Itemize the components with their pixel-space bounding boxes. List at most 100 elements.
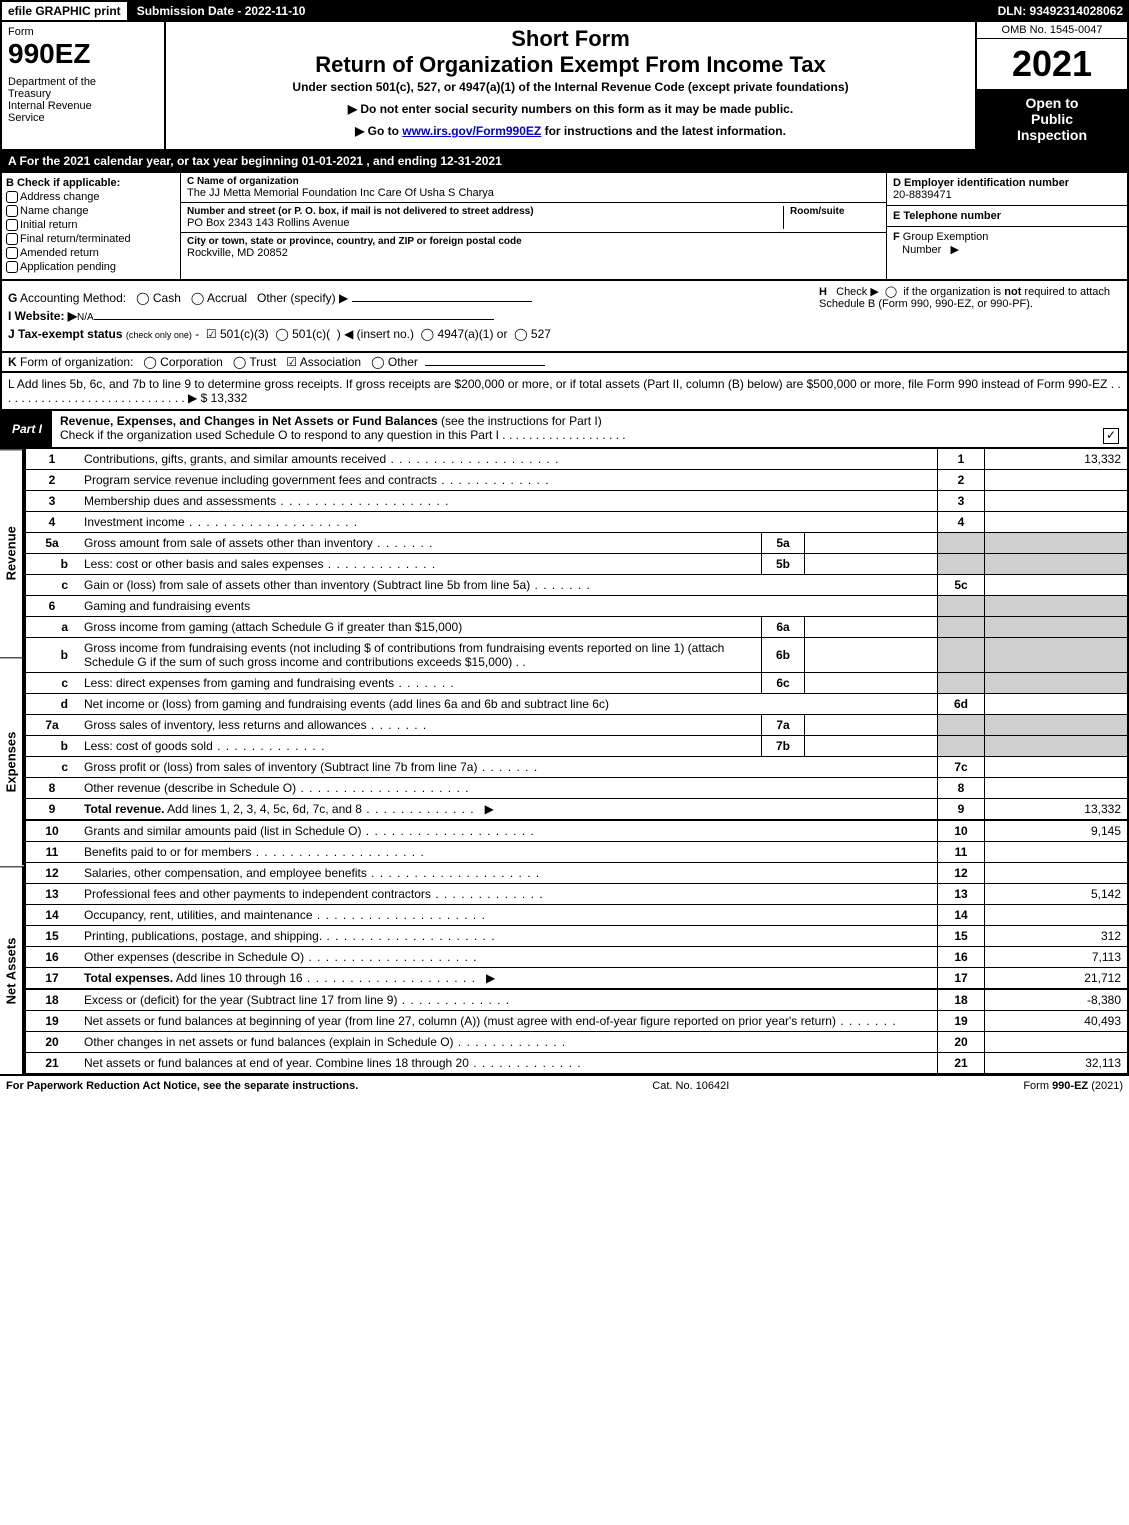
shade bbox=[938, 617, 985, 638]
shade bbox=[985, 596, 1129, 617]
checkbox-name-change[interactable] bbox=[6, 205, 18, 217]
checkbox-address-change[interactable] bbox=[6, 191, 18, 203]
section-i: I Website: ▶N/A bbox=[8, 309, 1121, 323]
section-def: D Employer identification number 20-8839… bbox=[887, 173, 1127, 279]
sub-val bbox=[805, 638, 938, 673]
line-no: 11 bbox=[25, 842, 78, 863]
sub-no: 7a bbox=[762, 715, 805, 736]
line-value bbox=[985, 1032, 1129, 1053]
open-to-public: Open toPublicInspection bbox=[977, 89, 1127, 149]
line-rt-no: 8 bbox=[938, 778, 985, 799]
dln: DLN: 93492314028062 bbox=[992, 0, 1129, 22]
line-desc: Program service revenue including govern… bbox=[84, 473, 437, 487]
line-desc: Gaming and fundraising events bbox=[78, 596, 938, 617]
sub-val bbox=[805, 533, 938, 554]
line-rt-no: 11 bbox=[938, 842, 985, 863]
part1-title-rest: (see the instructions for Part I) bbox=[438, 414, 602, 428]
footer-left: For Paperwork Reduction Act Notice, see … bbox=[6, 1080, 358, 1092]
section-k: K Form of organization: ◯ Corporation ◯ … bbox=[0, 353, 1129, 373]
line-value: 312 bbox=[985, 926, 1129, 947]
line-no: 14 bbox=[25, 905, 78, 926]
line-value: -8,380 bbox=[985, 989, 1129, 1011]
info-grid: B Check if applicable: Address change Na… bbox=[0, 173, 1129, 281]
city-label: City or town, state or province, country… bbox=[187, 236, 880, 247]
line-no: b bbox=[25, 736, 78, 757]
line-8: 8 Other revenue (describe in Schedule O)… bbox=[25, 778, 1128, 799]
line-no: 20 bbox=[25, 1032, 78, 1053]
room-label: Room/suite bbox=[790, 206, 880, 217]
group-exemption-label: F Group Exemption Number ▶ bbox=[893, 231, 1121, 256]
checkbox-amended-return[interactable] bbox=[6, 247, 18, 259]
line-no: 16 bbox=[25, 947, 78, 968]
shade bbox=[938, 715, 985, 736]
line-no: 8 bbox=[25, 778, 78, 799]
line-desc: Less: cost or other basis and sales expe… bbox=[84, 557, 323, 571]
line-desc: Other expenses (describe in Schedule O) bbox=[84, 950, 304, 964]
netassets-label: Net Assets bbox=[0, 866, 24, 1074]
line-desc: Gain or (loss) from sale of assets other… bbox=[84, 578, 530, 592]
line-desc: Printing, publications, postage, and shi… bbox=[84, 929, 322, 943]
line-21: 21 Net assets or fund balances at end of… bbox=[25, 1053, 1128, 1074]
line-rt-no: 2 bbox=[938, 470, 985, 491]
line-desc: Gross sales of inventory, less returns a… bbox=[84, 718, 367, 732]
goto-instructions: ▶ Go to www.irs.gov/Form990EZ for instru… bbox=[174, 124, 967, 138]
line-no: 1 bbox=[25, 449, 78, 470]
shade bbox=[985, 673, 1129, 694]
line-no: 19 bbox=[25, 1011, 78, 1032]
form-id-box: Form 990EZ Department of theTreasuryInte… bbox=[2, 22, 166, 149]
section-b-label: B Check if applicable: bbox=[6, 177, 176, 189]
checkbox-final-return[interactable] bbox=[6, 233, 18, 245]
omb-number: OMB No. 1545-0047 bbox=[977, 22, 1127, 39]
shade bbox=[985, 533, 1129, 554]
line-rt-no: 18 bbox=[938, 989, 985, 1011]
line-7b: b Less: cost of goods sold 7b bbox=[25, 736, 1128, 757]
line-value: 5,142 bbox=[985, 884, 1129, 905]
line-11: 11 Benefits paid to or for members 11 bbox=[25, 842, 1128, 863]
line-6c: c Less: direct expenses from gaming and … bbox=[25, 673, 1128, 694]
checkbox-application-pending[interactable] bbox=[6, 261, 18, 273]
section-b: B Check if applicable: Address change Na… bbox=[2, 173, 181, 279]
sub-no: 6b bbox=[762, 638, 805, 673]
check-initial-return: Initial return bbox=[20, 219, 77, 231]
line-5b: b Less: cost or other basis and sales ex… bbox=[25, 554, 1128, 575]
line-no: 2 bbox=[25, 470, 78, 491]
line-rt-no: 20 bbox=[938, 1032, 985, 1053]
irs-link[interactable]: www.irs.gov/Form990EZ bbox=[402, 124, 541, 138]
checkbox-initial-return[interactable] bbox=[6, 219, 18, 231]
line-value bbox=[985, 778, 1129, 799]
check-application-pending: Application pending bbox=[20, 261, 116, 273]
year-box: OMB No. 1545-0047 2021 Open toPublicInsp… bbox=[977, 22, 1127, 149]
line-rt-no: 9 bbox=[938, 799, 985, 821]
line-no: 6 bbox=[25, 596, 78, 617]
line-16: 16 Other expenses (describe in Schedule … bbox=[25, 947, 1128, 968]
line-no: a bbox=[25, 617, 78, 638]
shade bbox=[938, 736, 985, 757]
line-desc: Gross income from gaming (attach Schedul… bbox=[78, 617, 762, 638]
line-9: 9 Total revenue. Add lines 1, 2, 3, 4, 5… bbox=[25, 799, 1128, 821]
schedule-o-checkbox[interactable] bbox=[1103, 428, 1119, 444]
line-value bbox=[985, 905, 1129, 926]
section-a-tax-year: A For the 2021 calendar year, or tax yea… bbox=[0, 151, 1129, 173]
line-7c: c Gross profit or (loss) from sales of i… bbox=[25, 757, 1128, 778]
part1-header: Part I Revenue, Expenses, and Changes in… bbox=[0, 411, 1129, 449]
efile-print[interactable]: efile GRAPHIC print bbox=[0, 0, 129, 22]
line-19: 19 Net assets or fund balances at beginn… bbox=[25, 1011, 1128, 1032]
line-rt-no: 7c bbox=[938, 757, 985, 778]
line-rt-no: 19 bbox=[938, 1011, 985, 1032]
line-rt-no: 16 bbox=[938, 947, 985, 968]
line-5a: 5a Gross amount from sale of assets othe… bbox=[25, 533, 1128, 554]
part1-title: Revenue, Expenses, and Changes in Net As… bbox=[52, 411, 1127, 447]
line-desc-bold: Total revenue. bbox=[84, 802, 164, 816]
shade bbox=[985, 715, 1129, 736]
shade bbox=[938, 554, 985, 575]
street-address: PO Box 2343 143 Rollins Avenue bbox=[187, 217, 783, 229]
line-desc: Gross income from fundraising events (no… bbox=[78, 638, 762, 673]
line-value: 40,493 bbox=[985, 1011, 1129, 1032]
website-value: N/A bbox=[77, 312, 94, 323]
line-no: b bbox=[25, 638, 78, 673]
line-desc: Add lines 10 through 16 bbox=[173, 971, 302, 985]
shade bbox=[938, 673, 985, 694]
line-desc: Net assets or fund balances at beginning… bbox=[84, 1014, 836, 1028]
form-label: Form bbox=[8, 26, 158, 38]
line-2: 2 Program service revenue including gove… bbox=[25, 470, 1128, 491]
